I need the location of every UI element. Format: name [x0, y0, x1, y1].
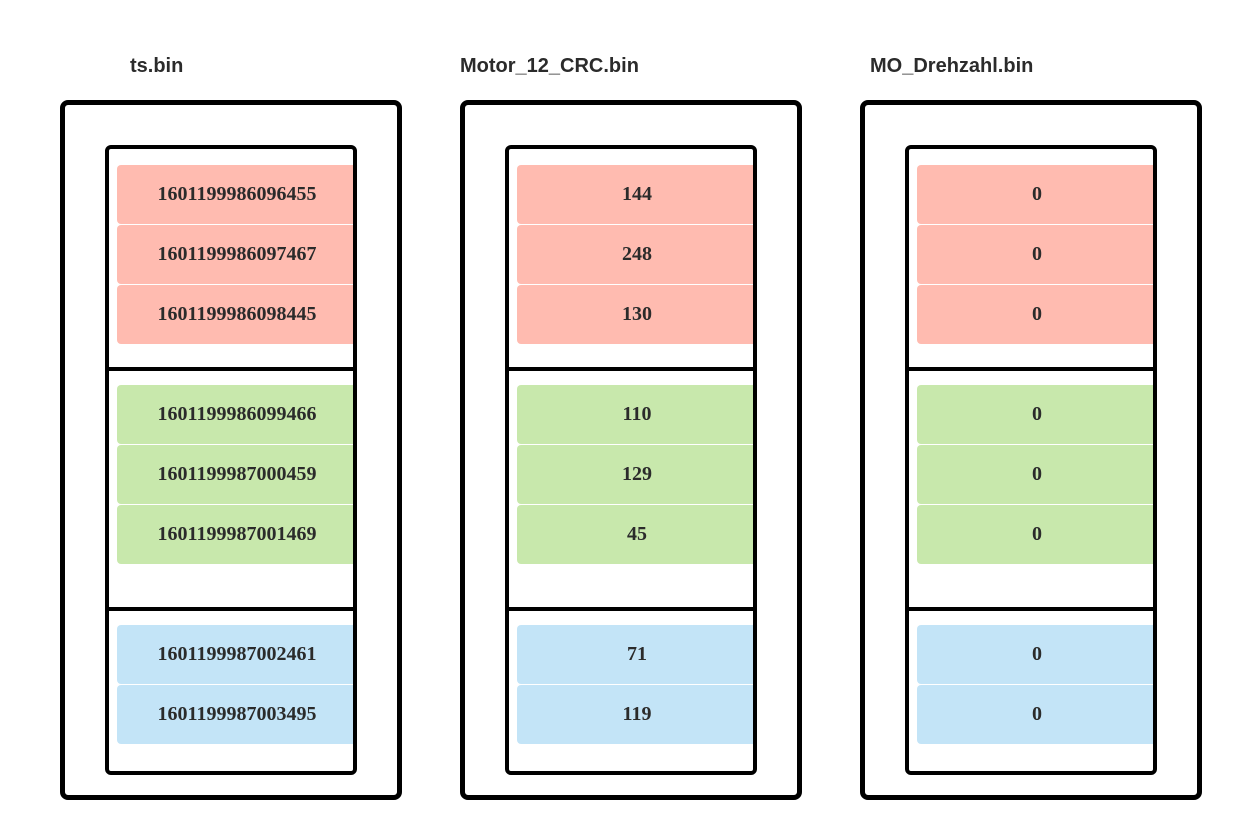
group-divider: [509, 607, 753, 611]
value-cell: 71: [517, 625, 753, 684]
value-cell: 110: [517, 385, 753, 444]
file-outer-box: 144 248 130 110 129 45 71 119: [460, 100, 802, 800]
file-column: ts.bin 1601199986096455 1601199986097467 16…: [60, 0, 402, 840]
value-cell: 0: [917, 445, 1153, 504]
file-title: MO_Drehzahl.bin: [870, 55, 1034, 77]
value-cell: 45: [517, 505, 753, 564]
value-cell: 1601199987000459: [117, 445, 353, 504]
file-column: MO_Drehzahl.bin 0 0 0 0 0 0 0 0: [860, 0, 1202, 840]
file-title: Motor_12_CRC.bin: [460, 55, 639, 77]
value-cell: 0: [917, 285, 1153, 344]
value-cell: 248: [517, 225, 753, 284]
value-cell: 1601199987001469: [117, 505, 353, 564]
value-cell: 0: [917, 385, 1153, 444]
file-outer-box: 1601199986096455 1601199986097467 16011999…: [60, 100, 402, 800]
value-cell: 1601199987003495: [117, 685, 353, 744]
file-title: ts.bin: [130, 55, 184, 77]
group-divider: [509, 367, 753, 371]
value-cell: 1601199986098445: [117, 285, 353, 344]
value-cell: 1601199986099466: [117, 385, 353, 444]
value-cell: 0: [917, 225, 1153, 284]
value-cell: 0: [917, 165, 1153, 224]
value-cell: 1601199986097467: [117, 225, 353, 284]
group-divider: [109, 607, 353, 611]
value-cell: 0: [917, 685, 1153, 744]
value-cell: 0: [917, 505, 1153, 564]
file-column: Motor_12_CRC.bin 144 248 130 110 129 45 71 119: [460, 0, 802, 840]
value-cell: 130: [517, 285, 753, 344]
file-inner-box: 144 248 130 110 129 45 71 119: [505, 145, 757, 775]
value-cell: 119: [517, 685, 753, 744]
value-cell: 0: [917, 625, 1153, 684]
file-inner-box: 1601199986096455 1601199986097467 16011999…: [105, 145, 357, 775]
value-cell: 129: [517, 445, 753, 504]
group-divider: [109, 367, 353, 371]
group-divider: [909, 367, 1153, 371]
value-cell: 1601199986096455: [117, 165, 353, 224]
value-cell: 1601199987002461: [117, 625, 353, 684]
group-divider: [909, 607, 1153, 611]
value-cell: 144: [517, 165, 753, 224]
